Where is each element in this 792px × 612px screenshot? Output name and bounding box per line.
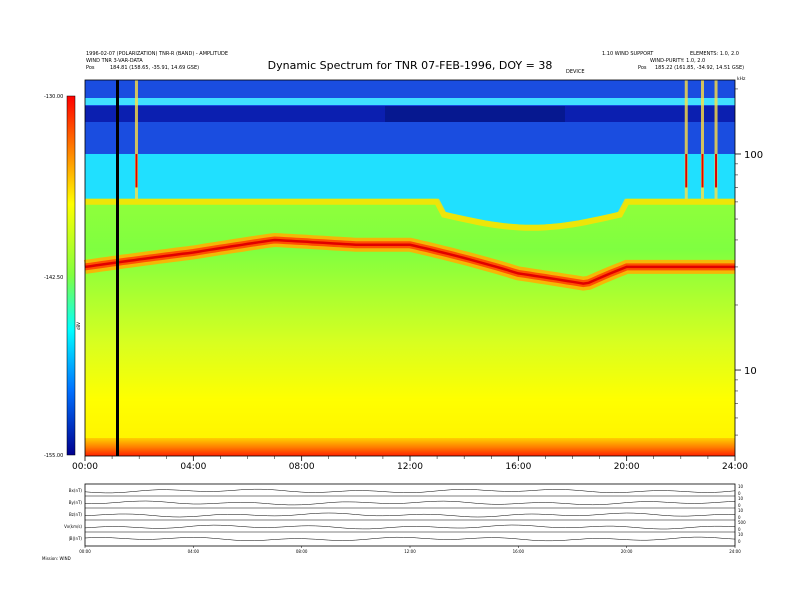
bottom-x-tick-label: 24:00 <box>729 549 741 554</box>
header-right-line1: 1.10 WIND SUPPORT <box>602 51 654 57</box>
colorbar-ticks: -130.00 -142.50 -155.00 dBV <box>44 94 81 459</box>
chart-title: Dynamic Spectrum for TNR 07-FEB-1996, DO… <box>267 59 553 72</box>
header-left-line2: WIND TNR 3-VAR-DATA <box>86 58 143 64</box>
x-tick-label: 08:00 <box>289 462 315 472</box>
colorbar-tick-bottom: -155.00 <box>44 453 63 459</box>
pos-left-value: 184.81 (158.65, -35.91, 14.69 GSE) <box>110 65 200 71</box>
bottom-row-trace <box>84 512 736 518</box>
x-tick-label: 00:00 <box>72 462 98 472</box>
colorbar-tick-top: -130.00 <box>44 94 63 100</box>
bottom-x-tick-label: 04:00 <box>188 549 200 554</box>
footer-label: Mission: WIND <box>42 556 71 561</box>
burst-core-1 <box>135 153 138 188</box>
burst-1 <box>134 80 138 199</box>
x-tick-label: 04:00 <box>180 462 206 472</box>
x-axis: 00:00 04:00 08:00 12:00 16:00 20:00 24:00 <box>72 456 748 472</box>
bottom-row-tick: 10 <box>738 532 744 537</box>
band-low-frequency-red <box>85 438 735 456</box>
y-axis: 10 100 <box>735 88 763 436</box>
burst-3 <box>701 80 704 199</box>
bottom-row-label: Bz(nT) <box>69 512 82 517</box>
bottom-row-tick: 10 <box>738 496 744 501</box>
bottom-row-tick: 0 <box>738 503 741 508</box>
bottom-frame <box>84 483 736 547</box>
colorbar <box>66 95 76 456</box>
bottom-x-tick-label: 08:00 <box>296 549 308 554</box>
bottom-row-trace <box>84 488 736 494</box>
y-tick-label: 100 <box>744 150 763 161</box>
y-tick-label: 10 <box>744 366 757 377</box>
band-darkest-blue <box>385 106 565 122</box>
bottom-row-label: |B|(nT) <box>68 536 82 541</box>
header-left-line1: 1996-02-07 (POLARIZATION) TNR-R (BAND) -… <box>86 51 229 57</box>
colorbar-label: dBV <box>76 322 81 330</box>
burst-core-3 <box>701 153 704 188</box>
bottom-row-tick: 0 <box>738 491 741 496</box>
header-right-line3: WIND-PURITY: 1.0, 2.0 <box>650 58 706 64</box>
x-tick-label: 16:00 <box>505 462 531 472</box>
plasma-line-peak <box>84 238 735 285</box>
burst-core-2 <box>685 153 688 188</box>
bottom-x-tick-label: 20:00 <box>621 549 633 554</box>
band-cyan-line <box>85 98 735 105</box>
pos-left-label: Pos <box>86 65 95 71</box>
bottom-x-tick-label: 12:00 <box>404 549 416 554</box>
pos-right-value: 185.22 (161.85, -34.92, 14.51 GSE) <box>655 65 745 71</box>
x-tick-label: 20:00 <box>614 462 640 472</box>
colorbar-tick-mid: -142.50 <box>44 275 63 281</box>
header-center-tag: DEVICE <box>566 69 585 75</box>
bottom-row-tick: 500 <box>738 520 746 525</box>
bottom-row-trace <box>84 524 736 530</box>
bottom-row-trace <box>84 536 736 542</box>
bottom-row-trace <box>85 500 736 506</box>
header-right-line2: ELEMENTS: 1.0, 2.0 <box>690 51 739 57</box>
pos-right-label: Pos <box>638 65 647 71</box>
burst-core-4 <box>715 153 718 188</box>
bottom-row-tick: 0 <box>738 539 741 544</box>
spectrogram-plot <box>84 80 735 456</box>
bottom-row-label: Vx(km/s) <box>64 524 82 529</box>
bottom-row-tick: 10 <box>738 484 744 489</box>
bottom-x-tick-label: 16:00 <box>513 549 525 554</box>
burst-4 <box>714 80 718 199</box>
x-tick-label: 12:00 <box>397 462 423 472</box>
bottom-row-tick: 0 <box>738 515 741 520</box>
bottom-x-tick-label: 00:00 <box>79 549 91 554</box>
bottom-row-tick: 0 <box>738 527 741 532</box>
bottom-row-label: Bx(nT) <box>69 488 83 493</box>
burst-2 <box>684 80 688 199</box>
band-yellow-fringe <box>85 198 735 231</box>
x-tick-label: 24:00 <box>722 462 748 472</box>
bottom-row-tick: 10 <box>738 508 744 513</box>
bottom-row-label: By(nT) <box>69 500 83 505</box>
y-unit-label: kHz <box>737 76 746 82</box>
